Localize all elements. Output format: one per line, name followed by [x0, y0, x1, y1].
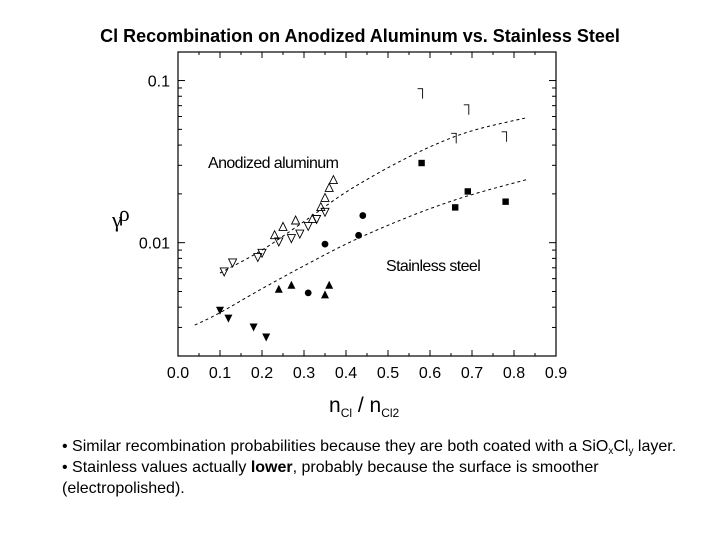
data-point-open-triangle-up — [307, 213, 318, 223]
x-tick-label: 0.5 — [377, 365, 399, 382]
bullet-2-text: • Stainless values actually — [62, 459, 251, 476]
data-point-open-triangle-down — [219, 267, 229, 277]
y-tick-label: 0.1 — [148, 74, 170, 91]
data-point-filled-triangle-up — [287, 280, 296, 289]
data-point-filled-circle — [355, 231, 362, 239]
data-point-open-triangle-down — [286, 234, 297, 244]
data-point-open-corner — [417, 88, 424, 99]
data-point-open-corner — [501, 131, 508, 142]
x-tick-label: 0.9 — [545, 365, 567, 382]
bullet-list: • Similar recombination probabilities be… — [62, 436, 702, 499]
data-point-open-corner — [451, 132, 457, 144]
x-label-slash-n: / n — [352, 394, 381, 417]
y-axis-label: γρ — [111, 201, 130, 232]
x-label-sub-cl2: Cl2 — [381, 406, 399, 420]
slide-title: Cl Recombination on Anodized Aluminum vs… — [100, 26, 620, 46]
x-label-sub-cl: Cl — [341, 406, 352, 420]
data-point-open-triangle-down — [257, 248, 267, 259]
data-point-filled-triangle-up — [321, 290, 329, 299]
y-label-gamma: γ — [111, 207, 122, 232]
data-point-filled-triangle-up — [325, 280, 334, 289]
plot-border — [177, 51, 557, 357]
bullet-1-text: • Similar recombination probabilities be… — [62, 438, 582, 455]
x-tick-label: 0.3 — [293, 365, 315, 382]
fit-curves — [194, 117, 527, 326]
bullet-2: • Stainless values actually lower, proba… — [62, 457, 702, 499]
formula-sub-y: y — [628, 446, 634, 457]
data-point-filled-triangle-down — [262, 333, 271, 342]
data-point-open-triangle-up — [316, 201, 326, 212]
data-point-filled-circle — [304, 289, 312, 297]
data-point-filled-square — [418, 159, 425, 167]
data-point-filled-triangle-down — [249, 323, 258, 332]
formula-sio: SiO — [581, 438, 609, 455]
x-tick-label: 0.6 — [419, 365, 441, 382]
bullet-1-suffix: layer. — [633, 438, 677, 455]
data-point-filled-triangle-down — [224, 314, 233, 323]
data-point-filled-triangle-down — [216, 306, 224, 315]
y-label-rho: ρ — [119, 201, 130, 226]
data-points — [216, 88, 509, 342]
x-tick-label: 0.8 — [503, 365, 525, 382]
data-point-filled-square — [452, 204, 459, 211]
data-point-filled-circle — [359, 212, 367, 219]
x-tick-label: 0.2 — [251, 365, 273, 382]
annotation-anodized-aluminum: Anodized aluminum — [208, 155, 339, 172]
data-point-filled-square — [502, 198, 509, 205]
data-point-open-triangle-up — [324, 182, 334, 192]
data-point-open-triangle-down — [295, 229, 305, 240]
x-axis-label: nCl / nCl2 — [329, 394, 400, 420]
annotation-stainless-steel: Stainless steel — [386, 258, 480, 275]
plot-frame — [177, 51, 557, 357]
data-point-filled-triangle-up — [274, 284, 283, 293]
data-point-open-corner — [463, 104, 470, 115]
data-point-open-triangle-down — [320, 207, 330, 218]
formula-sub-x: x — [608, 446, 614, 457]
formula-siocl: SiOxCly — [581, 438, 634, 457]
data-point-open-triangle-down — [274, 237, 284, 247]
data-point-open-triangle-up — [328, 174, 339, 185]
data-point-open-triangle-up — [278, 221, 288, 231]
data-point-open-triangle-down — [303, 221, 313, 232]
bullet-1: • Similar recombination probabilities be… — [62, 436, 702, 457]
x-tick-label: 0.1 — [209, 365, 231, 382]
y-tick-label: 0.01 — [139, 236, 170, 253]
data-point-open-triangle-up — [320, 192, 330, 202]
data-point-filled-circle — [321, 240, 329, 248]
axis-ticks: 0.0 0.1 0.2 0.3 0.4 0.5 0.6 0.7 0.8 0.9 0.1 0.01 — [139, 52, 567, 382]
x-tick-label: 0.7 — [461, 365, 483, 382]
bullet-2-suffix: , probably because the surface is smooth… — [62, 459, 599, 497]
data-point-open-triangle-up — [269, 229, 280, 240]
fit-curve-anodized — [219, 117, 527, 274]
data-point-open-triangle-down — [227, 258, 238, 268]
x-label-n: n — [329, 394, 341, 417]
formula-cl: Cl — [613, 438, 629, 455]
data-point-filled-square — [464, 188, 471, 195]
data-point-open-triangle-up — [290, 214, 301, 225]
x-tick-label: 0.4 — [335, 365, 357, 382]
bullet-2-bold: lower — [250, 459, 293, 476]
fit-curve-stainless — [194, 179, 527, 326]
x-tick-label: 0.0 — [167, 365, 189, 382]
data-point-open-triangle-down — [253, 253, 263, 263]
